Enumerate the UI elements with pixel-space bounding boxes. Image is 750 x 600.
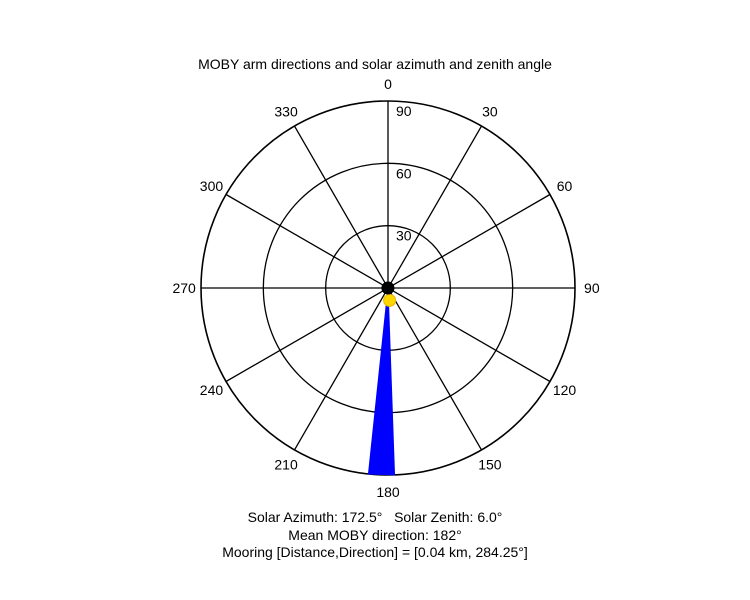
angle-tick-label: 60 [557, 178, 573, 194]
mooring-annotation: Mooring [Distance,Direction] = [0.04 km,… [222, 544, 528, 560]
angle-tick-label: 120 [553, 382, 577, 398]
moby-arm-wedge [367, 304, 396, 476]
angle-tick-label: 210 [274, 457, 298, 473]
mooring-marker [381, 281, 395, 295]
angle-tick-label: 150 [478, 457, 502, 473]
radial-tick-label: 60 [396, 165, 412, 181]
angle-tick-label: 90 [584, 280, 600, 296]
solar-annotation: Solar Azimuth: 172.5° Solar Zenith: 6.0° [247, 509, 503, 525]
angle-tick-label: 240 [200, 382, 224, 398]
angle-tick-label: 270 [172, 280, 196, 296]
angle-tick-label: 300 [200, 178, 224, 194]
angle-tick-label: 180 [376, 484, 400, 500]
angle-tick-label: 30 [482, 103, 498, 119]
angle-tick-label: 0 [384, 76, 392, 92]
angle-tick-label: 330 [274, 103, 298, 119]
radial-tick-label: 90 [396, 103, 412, 119]
chart-title: MOBY arm directions and solar azimuth an… [198, 56, 552, 72]
sun-position-marker [383, 293, 397, 307]
radial-tick-label: 30 [396, 228, 412, 244]
moby-direction-annotation: Mean MOBY direction: 182° [288, 527, 462, 543]
